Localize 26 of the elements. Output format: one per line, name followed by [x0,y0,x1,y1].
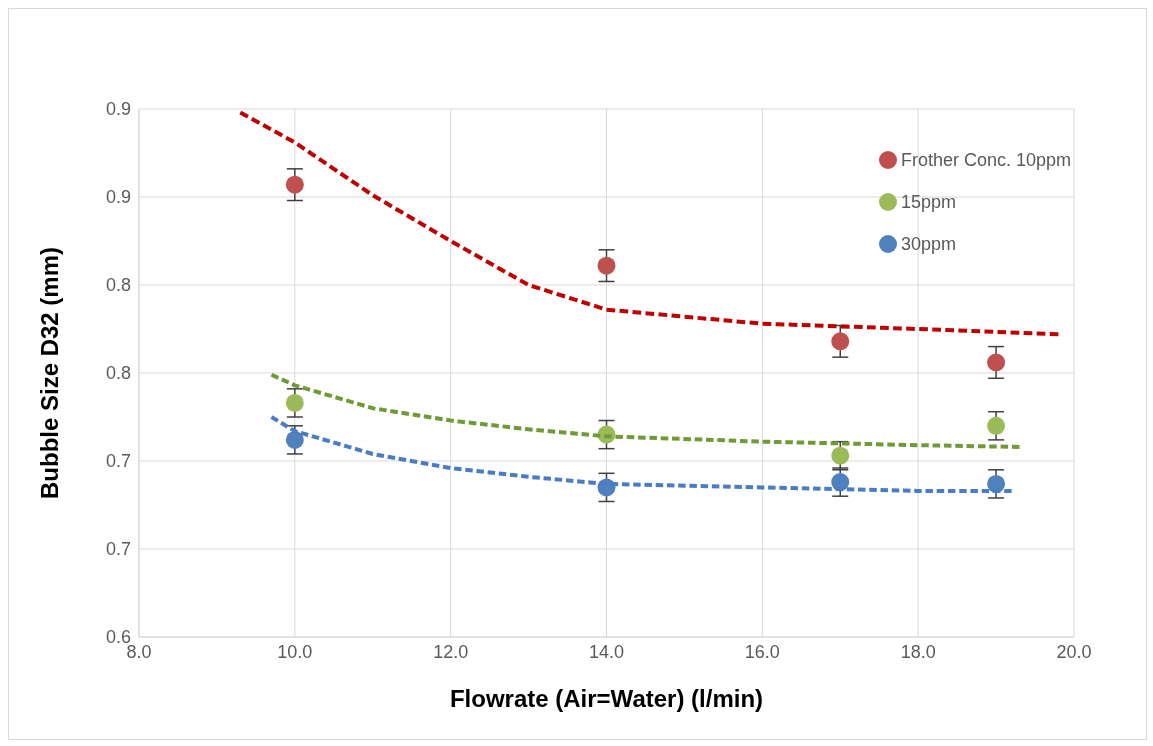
y-tick-label: 0.9 [105,99,131,120]
x-tick-label: 20.0 [1056,641,1092,662]
x-tick-label: 14.0 [588,641,625,662]
point [831,332,850,351]
y-tick-label: 0.8 [105,275,131,296]
point [831,446,850,465]
point [597,256,616,275]
y-tick-label: 0.7 [105,451,131,472]
legend-label: 30ppm [900,233,956,255]
point [987,353,1006,372]
line-series [269,372,1022,449]
x-tick-label: 10.0 [277,641,313,662]
point [285,430,304,449]
x-tick-label: 12.0 [433,641,469,662]
x-tick-label: 18.0 [900,641,936,662]
point [285,175,304,194]
y-tick-label: 0.8 [105,363,131,384]
point [285,393,304,412]
point [987,416,1006,435]
legend-label: Frother Conc. 10ppm [900,149,1071,171]
legend-label: 15ppm [900,191,956,213]
x-tick-label: 16.0 [744,641,780,662]
y-tick-label: 0.9 [105,187,131,208]
x-axis-title: Flowrate (Air=Water) (l/min) [449,685,764,712]
y-tick-label: 0.7 [105,539,131,560]
y-axis-title: Bubble Size D32 (mm) [35,246,63,500]
